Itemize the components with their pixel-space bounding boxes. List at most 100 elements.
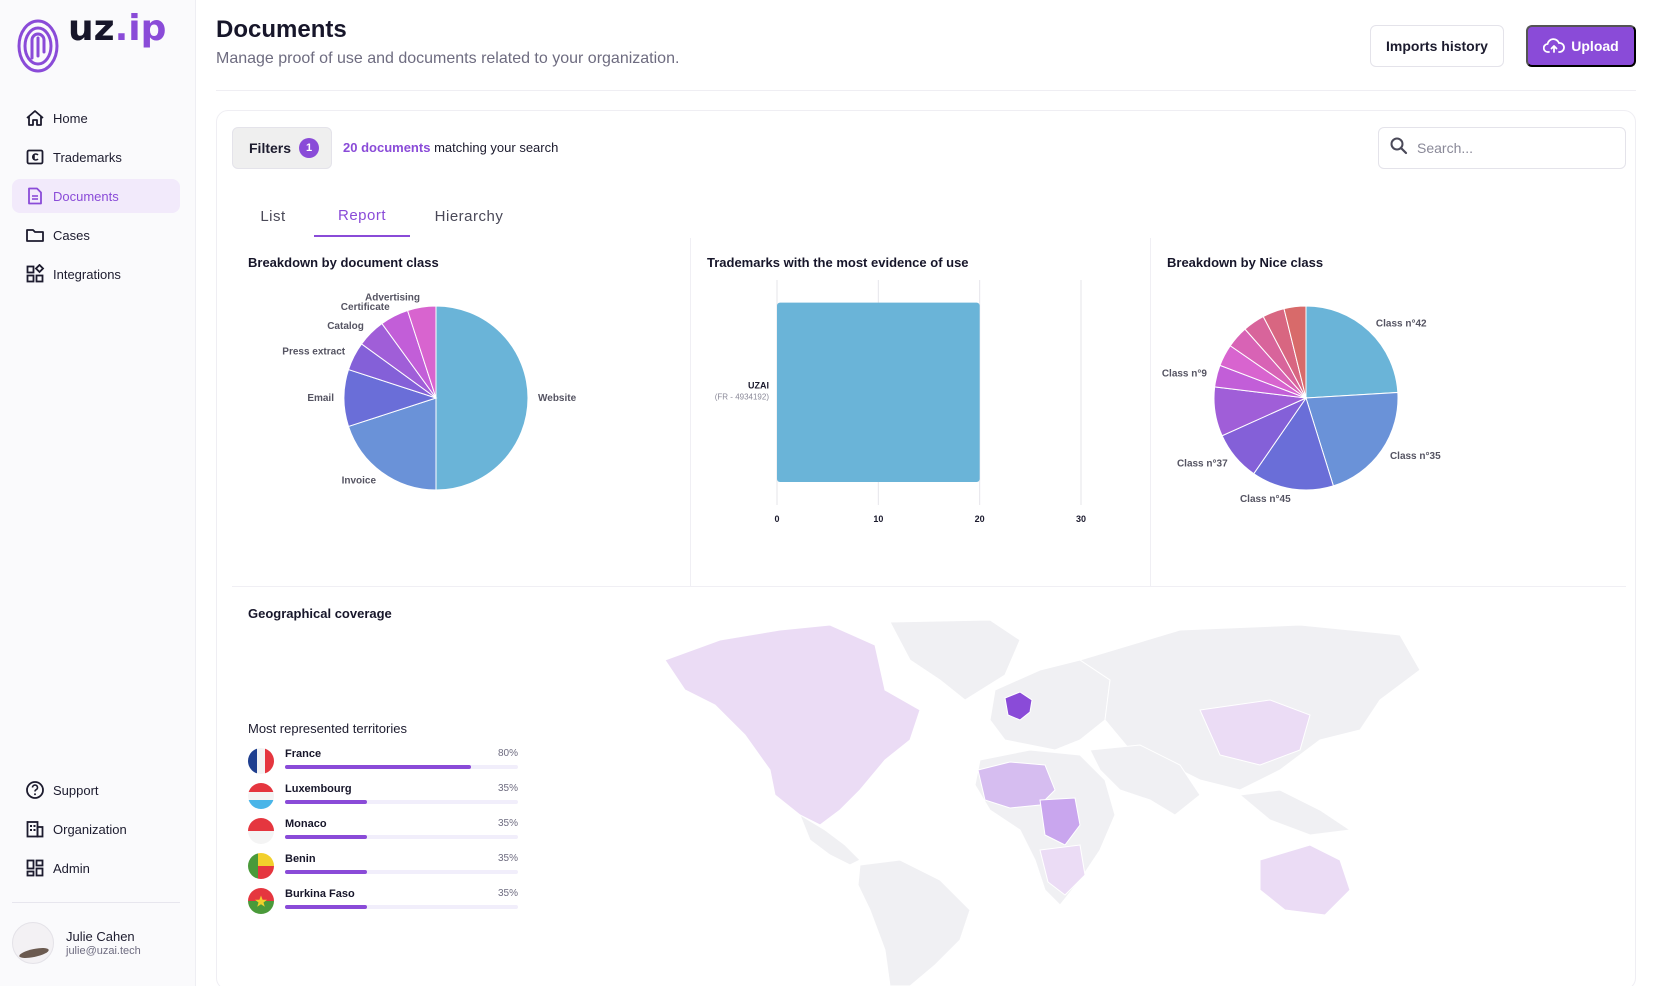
- tab-list[interactable]: List: [260, 207, 286, 225]
- cloud-upload-icon: [1543, 38, 1566, 54]
- nav-item-documents[interactable]: Documents: [12, 179, 180, 213]
- territories-title: Most represented territories: [248, 721, 407, 736]
- territory-row: Monaco 35%: [248, 816, 518, 851]
- doc-class-pie-label: Invoice: [342, 476, 377, 487]
- territory-percent: 80%: [497, 748, 518, 759]
- territories-list: France 80% Luxembourg 35% Monaco 35% Ben…: [248, 746, 518, 921]
- nice-class-pie-label: Class n°45: [1240, 494, 1291, 505]
- nice-class-pie-slice: [1253, 396, 1334, 491]
- territory-bar: [285, 835, 367, 839]
- territory-row: France 80%: [248, 746, 518, 781]
- territory-percent: 35%: [497, 853, 518, 864]
- doc-class-pie-chart: Website Invoice Email Press extract Catalog C…: [282, 292, 577, 491]
- nav-label: Home: [53, 110, 88, 126]
- nav-label: Cases: [53, 227, 90, 243]
- secondary-nav: Support Organization Admin: [12, 773, 180, 890]
- doc-class-pie-slice: [406, 305, 437, 399]
- nav-item-trademarks[interactable]: Trademarks: [12, 140, 180, 174]
- nav-label: Documents: [53, 188, 119, 204]
- nav-label: Support: [53, 782, 99, 798]
- nav-item-cases[interactable]: Cases: [12, 218, 180, 252]
- doc-class-pie-slice: [435, 305, 529, 491]
- filters-label: Filters: [249, 140, 292, 156]
- territory-name: Burkina Faso: [285, 888, 355, 900]
- y-tick-label: UZAI: [748, 380, 769, 390]
- logo[interactable]: [16, 18, 60, 74]
- nice-class-pie-chart: Class n°42 Class n°35 Class n°45 Class n°37…: [1162, 305, 1441, 505]
- match-suffix: matching your search: [434, 140, 559, 155]
- nav-item-organization[interactable]: Organization: [12, 812, 180, 846]
- nav-item-home[interactable]: Home: [12, 101, 180, 135]
- nav-item-admin[interactable]: Admin: [12, 851, 180, 885]
- user-profile[interactable]: Julie Cahen julie@uzai.tech: [12, 922, 141, 964]
- panel-divider: [1150, 238, 1151, 586]
- map-region-australia: [1259, 844, 1351, 916]
- doc-class-chart-title: Breakdown by document class: [248, 255, 439, 270]
- imports-history-button[interactable]: Imports history: [1370, 25, 1504, 67]
- nav-label: Trademarks: [53, 149, 122, 165]
- x-tick-label: 10: [873, 514, 883, 524]
- territory-name: Luxembourg: [285, 783, 352, 795]
- search-box: [1378, 127, 1626, 169]
- flag-lu-icon: [248, 783, 274, 809]
- territory-percent: 35%: [497, 888, 518, 899]
- nav-label: Admin: [53, 860, 90, 876]
- avatar: [12, 922, 54, 964]
- map-region-europe: [989, 659, 1111, 751]
- filters-button[interactable]: Filters 1: [232, 127, 332, 169]
- map-region-middle-east: [1089, 744, 1201, 816]
- territory-bar: [285, 870, 367, 874]
- nice-class-pie-label: Class n°35: [1390, 451, 1441, 462]
- territory-row: Luxembourg 35%: [248, 781, 518, 816]
- page-subtitle: Manage proof of use and documents relate…: [216, 50, 680, 67]
- bar: [777, 302, 980, 482]
- nice-class-pie-label: Class n°9: [1162, 369, 1208, 380]
- main-nav: Home Trademarks Documents Cases Integrat…: [12, 101, 180, 296]
- sidebar-divider: [12, 902, 180, 903]
- flag-bj-icon: [248, 853, 274, 879]
- admin-icon: [24, 857, 46, 879]
- y-tick-sublabel: (FR - 4934192): [715, 392, 770, 401]
- nice-class-pie-slice: [1305, 391, 1399, 487]
- x-tick-label: 30: [1076, 514, 1086, 524]
- match-unit: documents: [361, 140, 431, 155]
- logo-text: uz.ip: [68, 8, 167, 49]
- doc-class-pie-label: Website: [538, 393, 577, 404]
- folder-icon: [24, 224, 46, 246]
- nav-item-support[interactable]: Support: [12, 773, 180, 807]
- doc-class-pie-slice: [347, 397, 437, 491]
- search-icon: [1389, 136, 1409, 161]
- territory-name: Monaco: [285, 818, 327, 830]
- territory-bar: [285, 765, 472, 769]
- doc-class-pie-label: Press extract: [282, 347, 345, 358]
- match-summary: 20 documents matching your search: [343, 140, 558, 155]
- map-region-central-africa: [1039, 797, 1081, 846]
- map-region-south-america: [857, 859, 971, 986]
- search-input[interactable]: [1417, 140, 1607, 156]
- flag-mc-icon: [248, 818, 274, 844]
- map-region-greenland: [889, 620, 1021, 701]
- nav-label: Organization: [53, 821, 127, 837]
- building-icon: [24, 818, 46, 840]
- nav-item-integrations[interactable]: Integrations: [12, 257, 180, 291]
- territory-name: Benin: [285, 853, 316, 865]
- tab-report[interactable]: Report: [314, 195, 410, 237]
- territory-name: France: [285, 748, 322, 760]
- trademarks-bar-chart: 0 10 20 30 UZAI (FR - 4934192): [715, 280, 1086, 524]
- trademark-icon: [24, 146, 46, 168]
- territory-row: Burkina Faso 35%: [248, 886, 518, 921]
- tab-hierarchy[interactable]: Hierarchy: [434, 207, 504, 225]
- fingerprint-logo-icon: [17, 19, 59, 73]
- upload-button[interactable]: Upload: [1526, 25, 1636, 67]
- nav-label: Integrations: [53, 266, 121, 282]
- doc-class-pie-label: Certificate: [341, 302, 390, 313]
- home-icon: [24, 107, 46, 129]
- user-email: julie@uzai.tech: [66, 945, 141, 957]
- territory-bar: [285, 800, 367, 804]
- sidebar: uz.ip Home Trademarks Documents Cases In…: [0, 0, 196, 986]
- map-region-north-america: [664, 624, 921, 826]
- report-card: [216, 110, 1636, 986]
- doc-class-pie-label: Catalog: [327, 321, 364, 332]
- flag-bf-icon: [248, 888, 274, 914]
- nice-class-pie-label: Class n°37: [1177, 458, 1228, 469]
